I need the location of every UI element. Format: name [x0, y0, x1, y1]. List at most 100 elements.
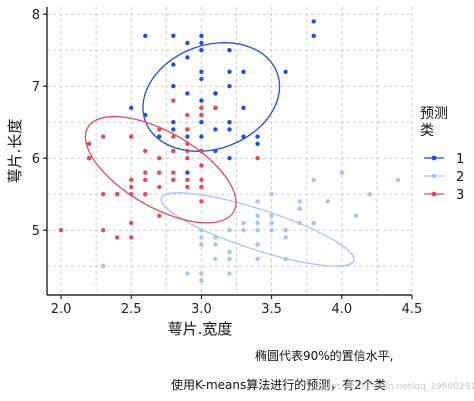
legend-label: 1 [456, 152, 464, 167]
y-tick-label: 6 [32, 152, 40, 167]
point-cluster-1 [171, 62, 176, 67]
point-cluster-1 [311, 19, 316, 24]
point-cluster-3 [199, 184, 204, 190]
point-cluster-3 [129, 134, 134, 139]
point-cluster-2 [255, 213, 260, 218]
point-cluster-2 [199, 278, 204, 283]
point-cluster-2 [199, 235, 204, 240]
point-cluster-3 [199, 105, 204, 111]
point-cluster-3 [129, 177, 134, 182]
point-cluster-3 [114, 192, 120, 197]
point-cluster-2 [199, 242, 204, 247]
point-cluster-2 [199, 228, 204, 233]
point-cluster-3 [171, 177, 176, 182]
data-points [58, 19, 401, 283]
caption-confidence-level: 椭圆代表90%的置信水平, [255, 349, 394, 363]
x-axis-title: 萼片.宽度 [168, 320, 233, 338]
point-cluster-2 [227, 228, 232, 233]
point-cluster-1 [241, 105, 246, 111]
point-cluster-3 [171, 98, 176, 103]
point-cluster-3 [58, 228, 64, 233]
point-cluster-1 [171, 84, 176, 89]
point-cluster-3 [199, 148, 204, 154]
point-cluster-1 [171, 120, 176, 125]
point-cluster-1 [213, 91, 218, 96]
point-cluster-1 [213, 127, 218, 132]
point-cluster-2 [297, 206, 302, 211]
point-cluster-2 [100, 264, 106, 269]
point-cluster-3 [185, 112, 190, 118]
point-cluster-1 [129, 105, 134, 111]
x-tick-label: 2.0 [51, 302, 72, 317]
legend-title: 类 [420, 123, 434, 139]
point-cluster-2 [283, 235, 288, 240]
point-cluster-2 [353, 213, 359, 218]
point-cluster-3 [114, 235, 120, 240]
point-cluster-3 [157, 170, 162, 175]
point-cluster-3 [129, 220, 134, 226]
point-cluster-2 [283, 228, 288, 233]
point-cluster-2 [213, 256, 218, 262]
point-cluster-3 [129, 235, 134, 240]
y-tick-label: 5 [32, 224, 40, 239]
point-cluster-1 [157, 134, 162, 139]
legend-key-point [431, 155, 437, 161]
point-cluster-3 [100, 192, 106, 197]
legend-key-point [431, 191, 437, 197]
point-cluster-3 [199, 112, 204, 118]
point-cluster-3 [100, 228, 106, 233]
point-cluster-1 [311, 33, 316, 38]
point-cluster-3 [185, 184, 190, 190]
point-cluster-1 [143, 112, 148, 118]
point-cluster-3 [171, 134, 176, 139]
y-tick-label: 7 [32, 80, 40, 95]
point-cluster-2 [227, 249, 232, 254]
point-cluster-3 [171, 148, 176, 154]
point-cluster-1 [199, 98, 204, 103]
watermark: https://blog.csdn.net/qq_19600291 [318, 382, 474, 392]
point-cluster-2 [227, 256, 232, 262]
point-cluster-2 [241, 220, 246, 226]
point-cluster-2 [283, 256, 288, 262]
point-cluster-2 [269, 213, 274, 218]
tick-labels: 2.0 2.5 3.0 3.5 4.0 4.5 5 6 7 8 [32, 8, 423, 317]
point-cluster-3 [157, 156, 162, 161]
point-cluster-3 [199, 163, 204, 168]
legend-label: 2 [456, 170, 464, 185]
point-cluster-3 [157, 127, 162, 132]
point-cluster-1 [283, 69, 288, 75]
point-cluster-1 [199, 33, 204, 38]
point-cluster-3 [86, 156, 92, 161]
point-cluster-2 [199, 271, 204, 276]
point-cluster-1 [199, 69, 204, 75]
legend-title: 预测 [420, 106, 448, 122]
point-cluster-2 [297, 220, 302, 226]
ellipse-cluster-3 [84, 115, 237, 224]
point-cluster-1 [171, 127, 176, 132]
point-cluster-1 [199, 76, 204, 82]
point-cluster-1 [143, 33, 148, 38]
point-cluster-1 [185, 91, 190, 96]
point-cluster-2 [395, 177, 401, 182]
point-cluster-3 [129, 192, 134, 197]
legend: 预测类 1 2 3 [420, 106, 464, 203]
legend-label: 3 [456, 188, 464, 203]
point-cluster-3 [185, 156, 190, 161]
point-cluster-1 [171, 33, 176, 38]
x-tick-label: 4.0 [331, 302, 352, 317]
legend-key-point [431, 173, 437, 179]
point-cluster-2 [325, 199, 330, 204]
axes [46, 7, 412, 296]
x-tick-label: 3.0 [191, 302, 212, 317]
point-cluster-3 [143, 192, 148, 197]
point-cluster-3 [185, 148, 190, 154]
point-cluster-3 [143, 148, 148, 154]
point-cluster-3 [199, 177, 204, 182]
point-cluster-1 [185, 40, 190, 46]
point-cluster-2 [185, 271, 190, 276]
x-tick-label: 3.5 [261, 302, 282, 317]
point-cluster-3 [143, 177, 148, 182]
point-cluster-2 [213, 235, 218, 240]
y-tick-label: 8 [32, 8, 40, 23]
